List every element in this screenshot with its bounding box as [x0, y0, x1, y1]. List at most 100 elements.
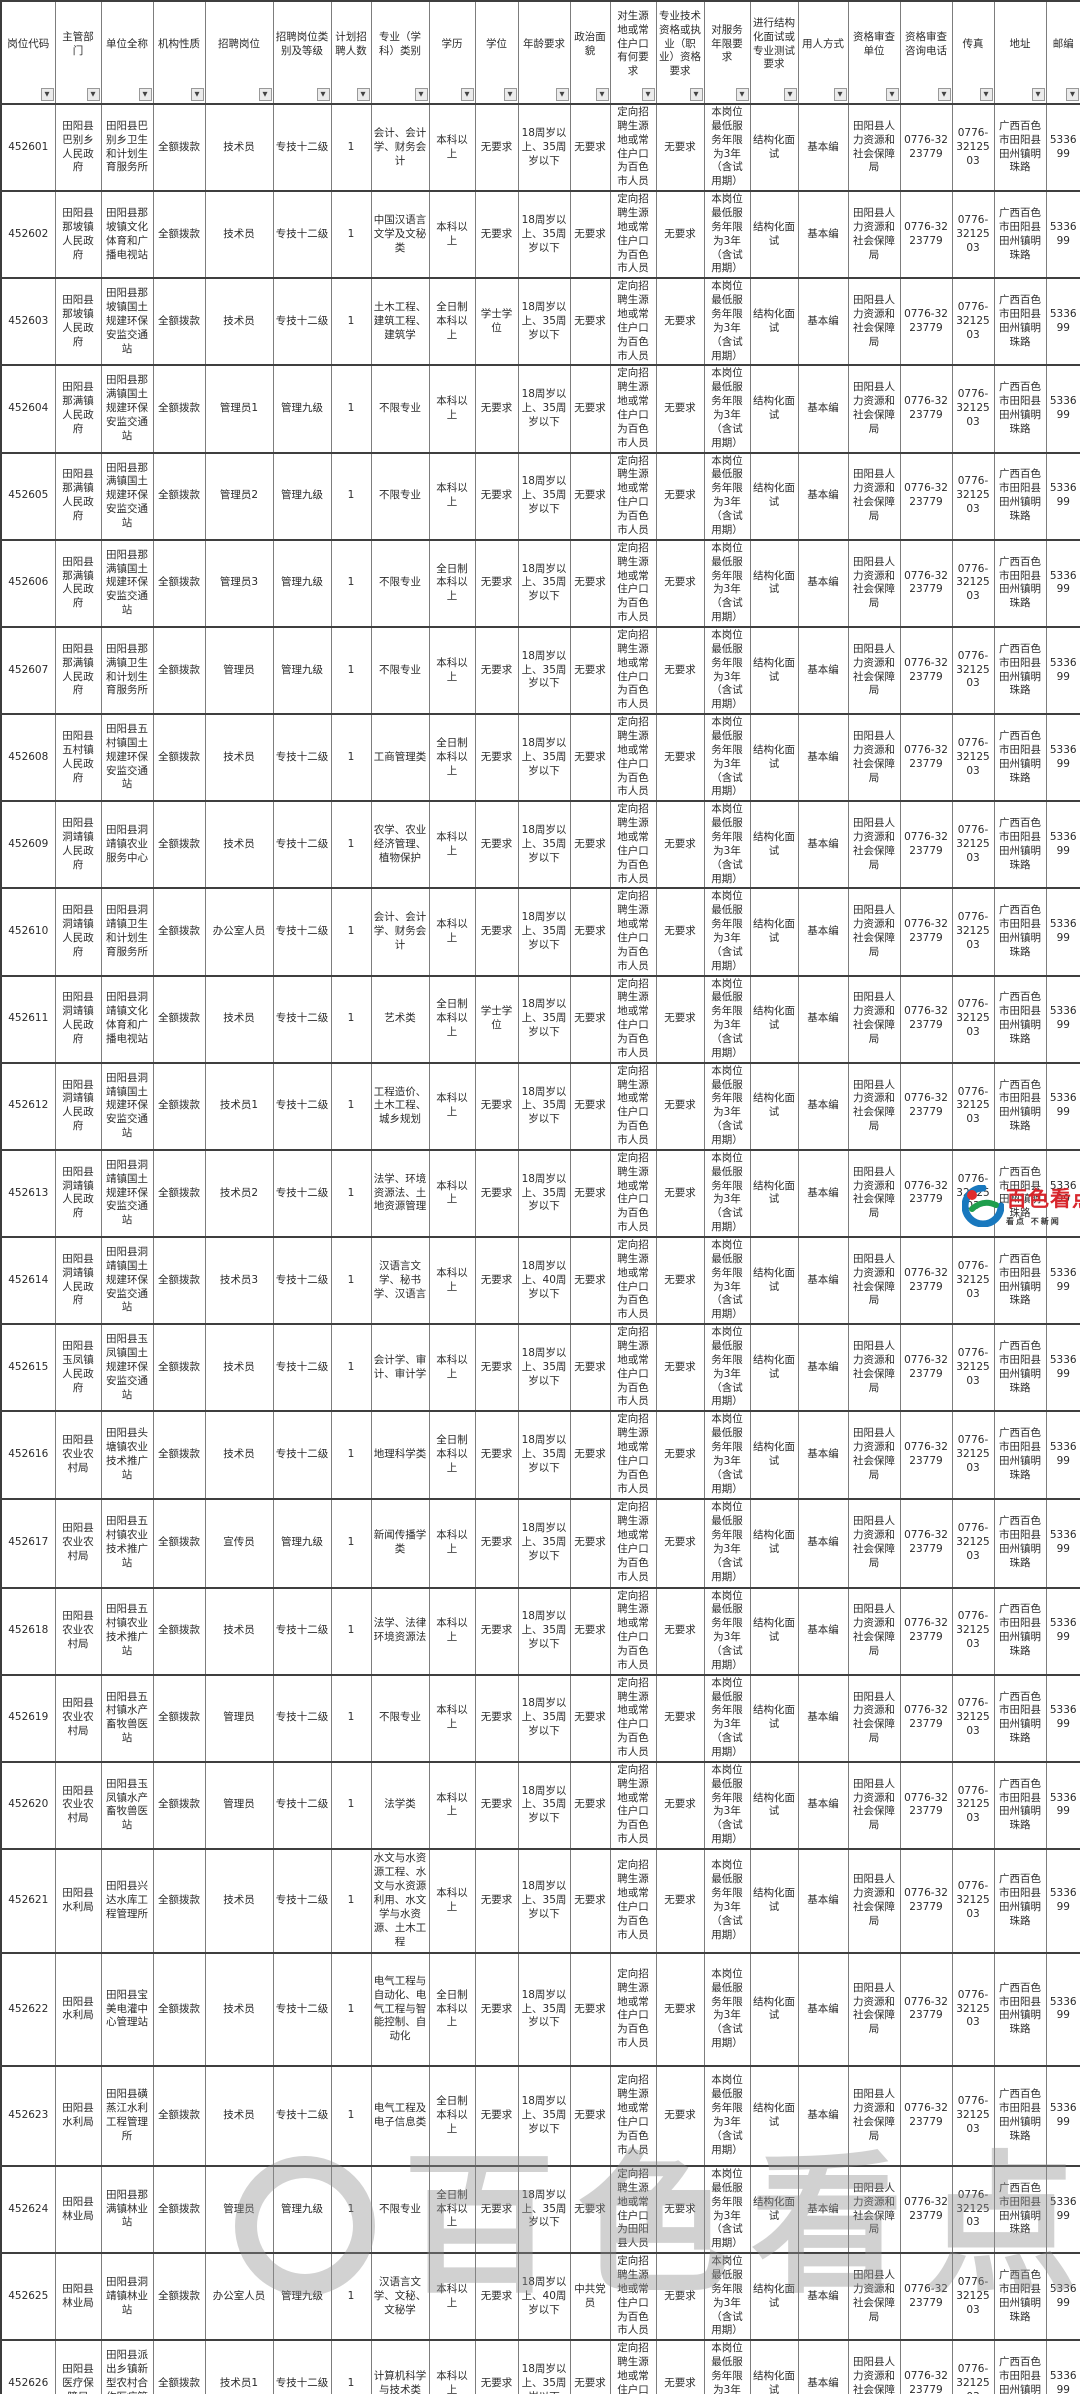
filter-dropdown-icon[interactable]: ▼ — [595, 88, 609, 101]
cell: 专技十二级 — [272, 800, 331, 889]
cell: 基本编 — [797, 364, 848, 453]
column-header-label: 单位全称 — [106, 37, 148, 50]
cell: 无要求 — [655, 800, 704, 889]
filter-dropdown-icon[interactable]: ▼ — [414, 88, 428, 101]
filter-dropdown-icon[interactable]: ▼ — [641, 88, 655, 101]
cell: 无要求 — [569, 1951, 610, 2066]
cell: 定向招聘生源地或常住户口为百色市人员 — [609, 1061, 656, 1150]
filter-dropdown-icon[interactable]: ▼ — [1031, 88, 1045, 101]
cell: 无要求 — [474, 1497, 518, 1588]
filter-dropdown-icon[interactable]: ▼ — [138, 88, 152, 101]
cell: 1 — [330, 1586, 371, 1675]
cell: 基本编 — [797, 1586, 848, 1675]
cell: 1 — [330, 974, 371, 1063]
filter-dropdown-icon[interactable]: ▼ — [356, 88, 370, 101]
cell: 无要求 — [569, 1586, 610, 1675]
filter-dropdown-icon[interactable]: ▼ — [689, 88, 703, 101]
cell: 会计学、审计、审计学 — [370, 1323, 429, 1412]
cell: 1 — [330, 1673, 371, 1762]
cell: 技术员3 — [204, 1236, 273, 1325]
cell: 广西百色市田阳县田州镇明珠路 — [993, 190, 1046, 279]
cell: 533699 — [1045, 713, 1080, 802]
table-row: 452603 田阳县那坡镇人民政府 田阳县那坡镇国土规建环保安监交通站 全额拨款 技术员… — [0, 277, 1080, 366]
cell: 定向招聘生源地或常住户口为百色市人员 — [609, 2252, 656, 2341]
cell: 基本编 — [797, 538, 848, 627]
cell: 452603 — [0, 277, 55, 366]
cell: 本岗位最低服务年限为3年（含试用期） — [703, 1760, 750, 1849]
cell: 广西百色市田阳县田州镇明珠路 — [993, 1236, 1046, 1325]
cell: 本科以上 — [428, 1236, 475, 1325]
filter-dropdown-icon[interactable]: ▼ — [937, 88, 951, 101]
filter-dropdown-icon[interactable]: ▼ — [979, 88, 993, 101]
cell: 18周岁以上、35周岁以下 — [517, 1148, 570, 1238]
filter-dropdown-icon[interactable]: ▼ — [1066, 88, 1079, 101]
cell: 田阳县水利局 — [54, 1951, 101, 2066]
column-header-label: 年龄要求 — [523, 37, 565, 50]
cell: 田阳县那满镇人民政府 — [54, 364, 101, 453]
cell: 本科以上 — [428, 1673, 475, 1762]
cell: 法学、法律环境资源法 — [370, 1586, 429, 1675]
filter-dropdown-icon[interactable]: ▼ — [316, 88, 330, 101]
cell: 无要求 — [569, 800, 610, 889]
filter-dropdown-icon[interactable]: ▼ — [833, 88, 847, 101]
cell: 技术员1 — [204, 2339, 273, 2394]
filter-dropdown-icon[interactable]: ▼ — [258, 88, 272, 101]
filter-dropdown-icon[interactable]: ▼ — [503, 88, 517, 101]
filter-dropdown-icon[interactable]: ▼ — [460, 88, 474, 101]
cell: 本科以上 — [428, 1847, 475, 1953]
cell: 田阳县玉凤镇人民政府 — [54, 1323, 101, 1412]
cell: 无要求 — [569, 277, 610, 366]
column-header: 专业（学科）类别 ▼ — [370, 0, 429, 104]
cell: 无要求 — [569, 364, 610, 453]
cell: 结构化面试 — [749, 2339, 798, 2394]
cell: 基本编 — [797, 625, 848, 715]
cell: 533699 — [1045, 1951, 1080, 2066]
filter-dropdown-icon[interactable]: ▼ — [735, 88, 749, 101]
cell: 无要求 — [569, 1061, 610, 1150]
cell: 0776-3212503 — [951, 1951, 994, 2066]
cell: 定向招聘生源地或常住户口为百色市人员 — [609, 1847, 656, 1953]
cell: 452617 — [0, 1497, 55, 1588]
filter-dropdown-icon[interactable]: ▼ — [783, 88, 797, 101]
cell: 本岗位最低服务年限为3年（含试用期） — [703, 277, 750, 366]
filter-dropdown-icon[interactable]: ▼ — [555, 88, 569, 101]
cell: 全日制本科以上 — [428, 1951, 475, 2066]
cell: 18周岁以上、35周岁以下 — [517, 887, 570, 976]
cell: 田阳县派出乡镇新型农村合作医疗管理所 — [100, 2339, 153, 2394]
cell: 田阳县人力资源和社会保障局 — [847, 625, 900, 715]
cell: 1 — [330, 1410, 371, 1499]
cell: 田阳县洞靖镇人民政府 — [54, 887, 101, 976]
cell: 定向招聘生源地或常住户口为百色市人员 — [609, 538, 656, 627]
cell: 田阳县五村镇人民政府 — [54, 713, 101, 802]
filter-dropdown-icon[interactable]: ▼ — [86, 88, 100, 101]
cell: 0776-3223779 — [899, 1847, 952, 1953]
table-row: 452619 田阳县农业农村局 田阳县五村镇水产畜牧兽医站 全额拨款 管理员 专技十二级 1… — [0, 1673, 1080, 1762]
filter-dropdown-icon[interactable]: ▼ — [190, 88, 204, 101]
cell: 广西百色市田阳县田州镇明珠路 — [993, 1586, 1046, 1675]
cell: 田阳县那满镇人民政府 — [54, 451, 101, 540]
cell: 结构化面试 — [749, 1410, 798, 1499]
cell: 专技十二级 — [272, 1951, 331, 2066]
table-row: 452621 田阳县水利局 田阳县兴达水库工程管理所 全额拨款 技术员 专技十二级 1 水文与… — [0, 1847, 1080, 1953]
cell: 452618 — [0, 1586, 55, 1675]
cell: 田阳县磺蒸江水利工程管理所 — [100, 2064, 153, 2166]
cell: 0776-3212503 — [951, 1673, 994, 1762]
cell: 533699 — [1045, 102, 1080, 192]
cell: 452607 — [0, 625, 55, 715]
cell: 0776-3223779 — [899, 277, 952, 366]
cell: 本科以上 — [428, 190, 475, 279]
cell: 田阳县人力资源和社会保障局 — [847, 102, 900, 192]
cell: 专技十二级 — [272, 1061, 331, 1150]
cell: 无要求 — [569, 190, 610, 279]
cell: 0776-3223779 — [899, 538, 952, 627]
cell: 基本编 — [797, 2252, 848, 2341]
column-header-label: 邮编 — [1052, 37, 1074, 50]
cell: 定向招聘生源地或常住户口为百色市人员 — [609, 1760, 656, 1849]
cell: 结构化面试 — [749, 1847, 798, 1953]
filter-dropdown-icon[interactable]: ▼ — [40, 88, 54, 101]
cell: 无要求 — [569, 1760, 610, 1849]
cell: 田阳县五村镇国土规建环保安监交通站 — [100, 713, 153, 802]
filter-dropdown-icon[interactable]: ▼ — [885, 88, 899, 101]
cell: 田阳县人力资源和社会保障局 — [847, 1673, 900, 1762]
